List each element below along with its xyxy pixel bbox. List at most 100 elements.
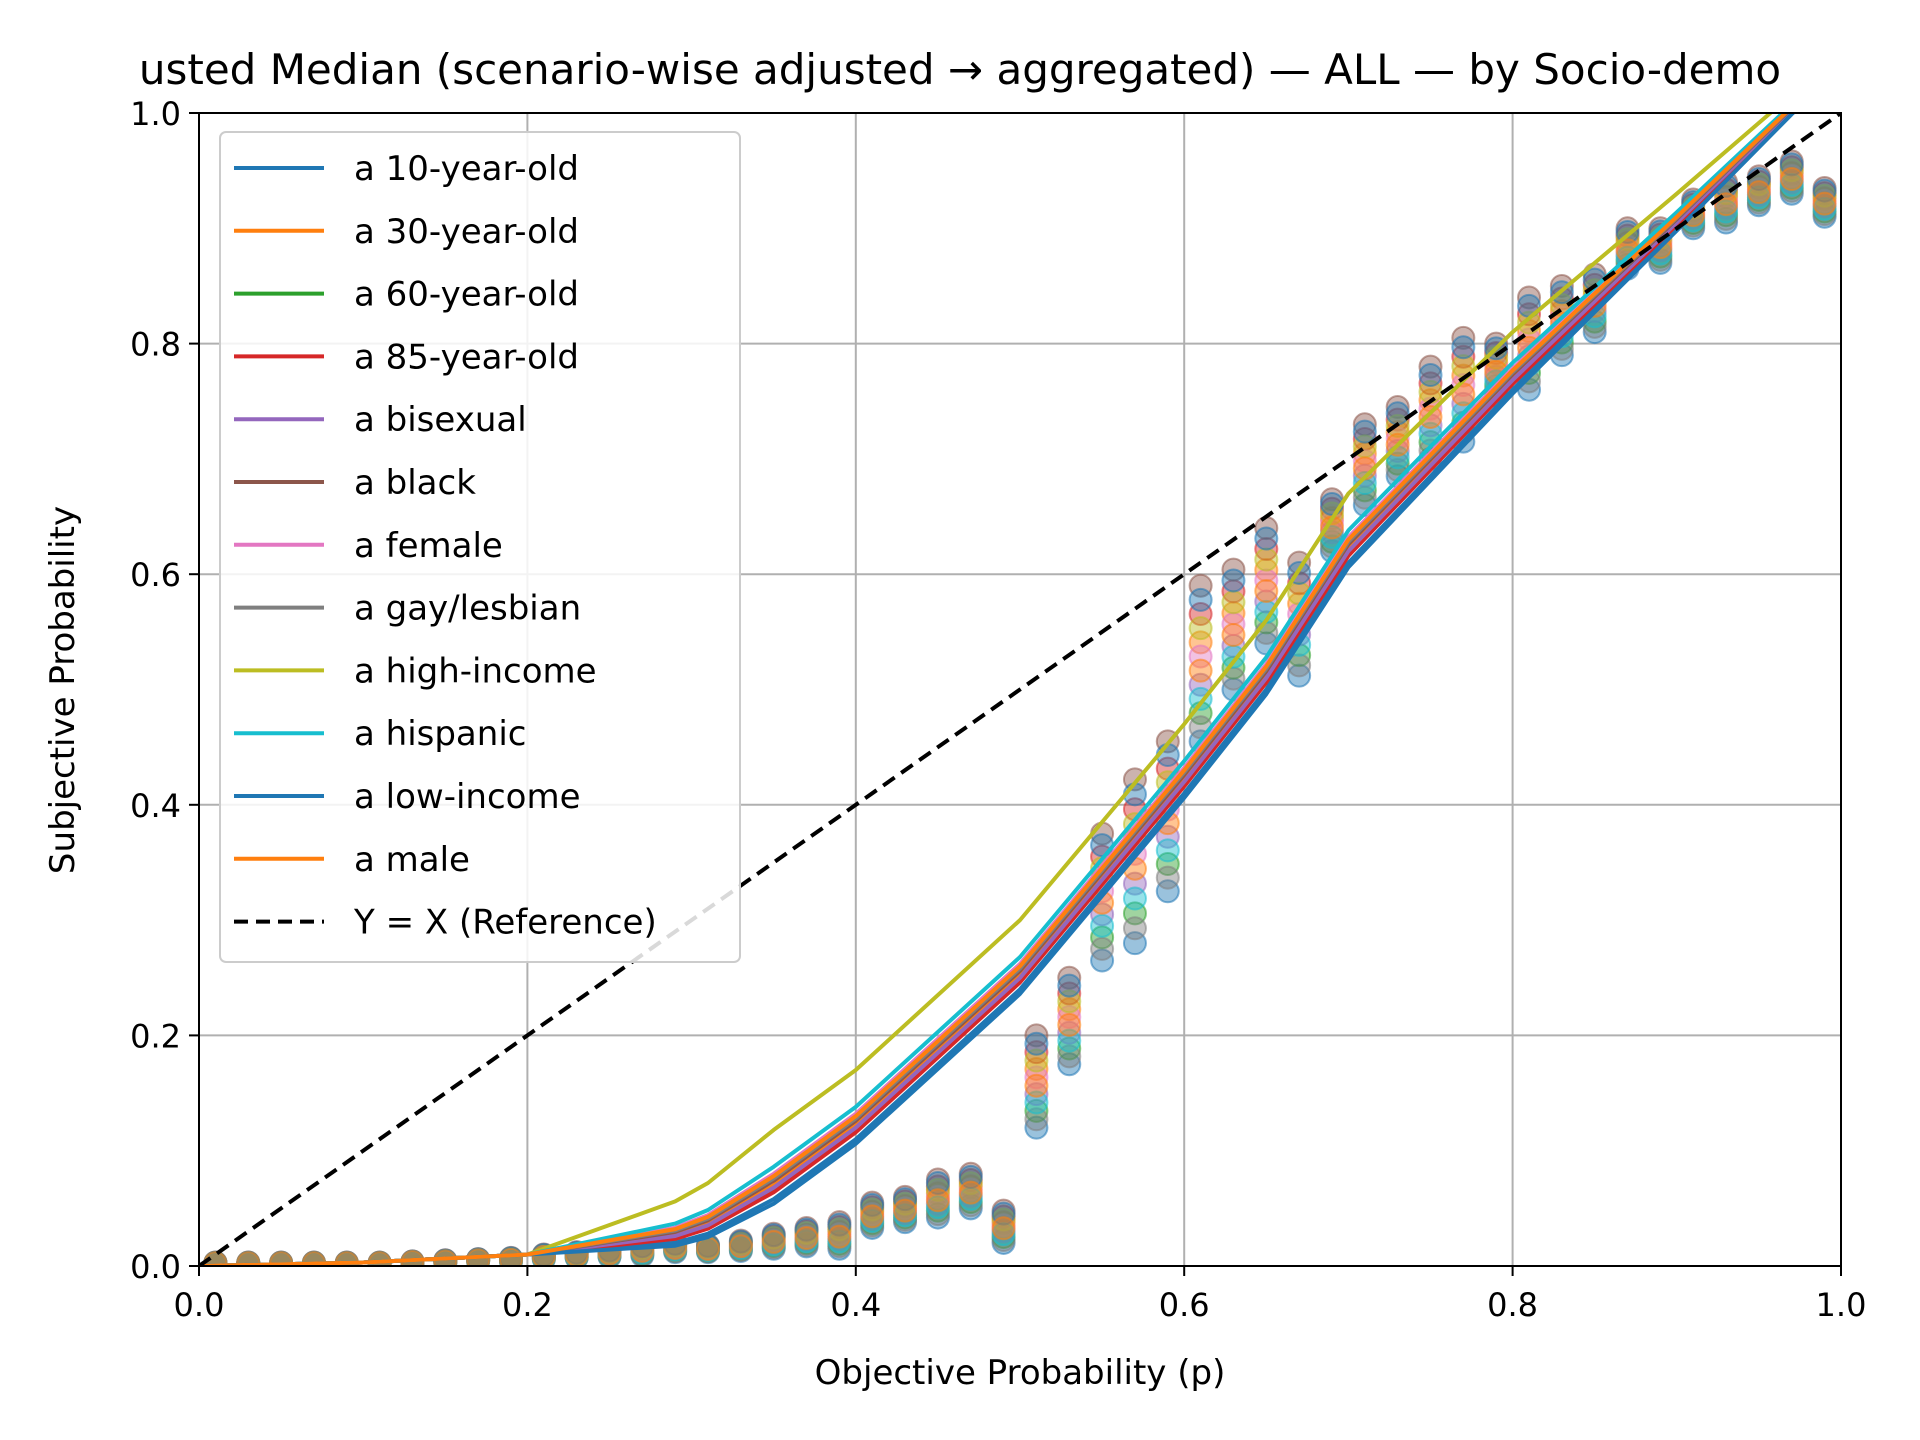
scatter-point xyxy=(827,1224,852,1249)
scatter-point xyxy=(1385,439,1410,464)
series-line xyxy=(199,113,1796,1266)
chart-title: usted Median (scenario-wise adjusted → a… xyxy=(139,45,1781,94)
legend-label: a 30-year-old xyxy=(354,212,579,252)
scatter-point xyxy=(1024,1065,1049,1090)
scatter-point xyxy=(1057,973,1082,998)
legend-label: a hispanic xyxy=(354,714,526,754)
scatter-point xyxy=(1418,371,1443,396)
scatter-point xyxy=(925,1202,950,1227)
scatter-point xyxy=(958,1180,983,1205)
scatter-point xyxy=(1385,426,1410,451)
scatter-point xyxy=(1385,401,1410,426)
scatter-point xyxy=(893,1198,918,1223)
scatter-point xyxy=(1352,419,1377,444)
scatter-point xyxy=(1122,916,1147,941)
scatter-point xyxy=(1451,335,1476,360)
scatter-point xyxy=(1517,285,1542,310)
scatter-point xyxy=(1024,1040,1049,1065)
x-tick-label: 0.4 xyxy=(830,1286,881,1324)
scatter-point xyxy=(1385,407,1410,432)
y-tick-label: 1.0 xyxy=(130,95,181,133)
scatter-point xyxy=(1812,183,1837,208)
y-axis-ticks: 0.0 0.2 0.4 0.6 0.8 1.0 xyxy=(130,95,199,1286)
scatter-point xyxy=(827,1212,852,1237)
scatter-point xyxy=(761,1229,786,1254)
scatter-point xyxy=(1024,1023,1049,1048)
scatter-point xyxy=(1714,192,1739,217)
legend-label: a black xyxy=(354,463,476,503)
scatter-point xyxy=(1188,616,1213,641)
y-tick-label: 0.4 xyxy=(130,787,181,825)
scatter-point xyxy=(1221,622,1246,647)
scatter-point xyxy=(1188,658,1213,683)
scatter-point xyxy=(794,1226,819,1251)
scatter-point xyxy=(1024,1082,1049,1107)
scatter-point xyxy=(1812,196,1837,221)
scatter-point xyxy=(1517,302,1542,327)
scatter-point xyxy=(1057,1012,1082,1037)
x-tick-label: 0.0 xyxy=(174,1286,225,1324)
scatter-point xyxy=(925,1170,950,1195)
x-axis-label: Objective Probability (p) xyxy=(815,1353,1226,1393)
scatter-point xyxy=(1122,886,1147,911)
plot-area xyxy=(199,113,1841,1266)
legend-label: Y = X (Reference) xyxy=(353,903,657,943)
scatter-point xyxy=(1090,913,1115,938)
scatter-point xyxy=(1057,965,1082,990)
scatter-point xyxy=(991,1222,1016,1247)
scatter-point xyxy=(1024,1056,1049,1081)
scatter-point xyxy=(991,1216,1016,1241)
scatter-point xyxy=(1221,590,1246,615)
scatter-point xyxy=(1155,865,1180,890)
legend-label: a low-income xyxy=(354,777,581,817)
scatter-point xyxy=(1024,1048,1049,1073)
scatter-point xyxy=(1254,547,1279,572)
scatter-point xyxy=(1254,578,1279,603)
scatter-point xyxy=(696,1237,721,1262)
scatter-point xyxy=(1155,852,1180,877)
legend-label: a 85-year-old xyxy=(354,337,579,377)
scatter-point xyxy=(1188,587,1213,612)
scatter-point xyxy=(1385,451,1410,476)
scatter-point xyxy=(1090,936,1115,961)
scatter-point xyxy=(1746,172,1771,197)
scatter-point xyxy=(1155,838,1180,863)
scatter-point xyxy=(1287,653,1312,678)
legend-label: a 10-year-old xyxy=(354,149,579,189)
scatter-point xyxy=(1024,1090,1049,1115)
x-tick-label: 0.6 xyxy=(1159,1286,1210,1324)
scatter-point xyxy=(1779,172,1804,197)
legend-label: a female xyxy=(354,526,503,566)
scatter-point xyxy=(1024,1107,1049,1132)
scatter-point xyxy=(1418,354,1443,379)
scatter-point xyxy=(1746,180,1771,205)
scatter-point xyxy=(1024,1031,1049,1056)
scatter-point xyxy=(761,1223,786,1248)
scatter-point xyxy=(1221,568,1246,593)
legend-label: a high-income xyxy=(354,651,597,691)
series-line xyxy=(199,113,1774,1266)
y-tick-label: 0.6 xyxy=(130,556,181,594)
scatter-point xyxy=(1451,344,1476,369)
scatter-point xyxy=(794,1217,819,1242)
legend: a 10-year-old a 30-year-old a 60-year-old a… xyxy=(219,131,741,963)
scatter-point xyxy=(1779,167,1804,192)
legend-label: a bisexual xyxy=(354,400,527,440)
scatter-point xyxy=(860,1204,885,1229)
scatter-point xyxy=(1155,824,1180,849)
scatter-point xyxy=(1812,191,1837,216)
scatter-point xyxy=(1024,1098,1049,1123)
scatter-point xyxy=(1451,363,1476,388)
scatter-point xyxy=(1254,526,1279,551)
scatter-point xyxy=(1418,363,1443,388)
plot-frame xyxy=(198,112,1842,1267)
scatter-point xyxy=(728,1234,753,1259)
scatter-point xyxy=(925,1195,950,1220)
legend-label: a 60-year-old xyxy=(354,275,579,315)
legend-label: a gay/lesbian xyxy=(354,589,581,629)
x-tick-label: 0.8 xyxy=(1487,1286,1538,1324)
x-tick-label: 1.0 xyxy=(1816,1286,1867,1324)
scatter-point xyxy=(1155,879,1180,904)
scatter-point xyxy=(925,1188,950,1213)
